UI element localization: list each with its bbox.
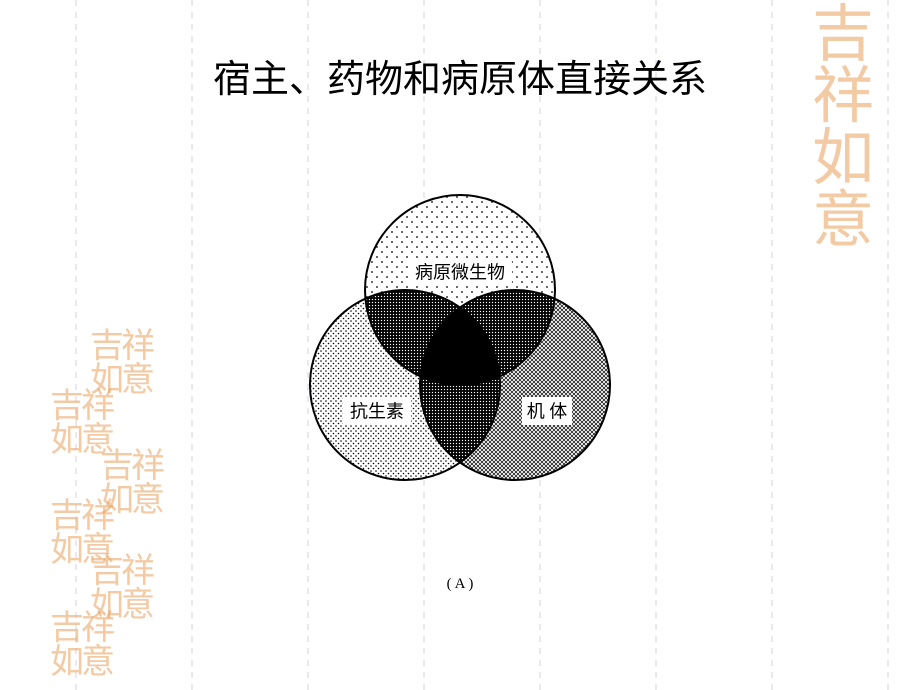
figure-caption: ( A ) [0, 576, 920, 593]
venn-label-right: 机 体 [527, 401, 568, 421]
decorative-stamp-small: 吉祥如意 [90, 330, 152, 398]
venn-diagram: 病原微生物抗生素 机 体 [290, 190, 630, 510]
decorative-stamp-small: 吉祥如意 [100, 450, 162, 518]
decorative-stamp-large: 吉祥如意 [812, 4, 920, 252]
decorative-stamp-small: 吉祥如意 [50, 390, 112, 458]
page-title: 宿主、药物和病原体直接关系 [0, 48, 920, 103]
decorative-stamp-small: 吉祥如意 [50, 500, 112, 568]
venn-label-top: 病原微生物 [415, 262, 505, 282]
venn-label-left: 抗生素 [350, 401, 404, 421]
decorative-stamp-small: 吉祥如意 [50, 612, 112, 680]
